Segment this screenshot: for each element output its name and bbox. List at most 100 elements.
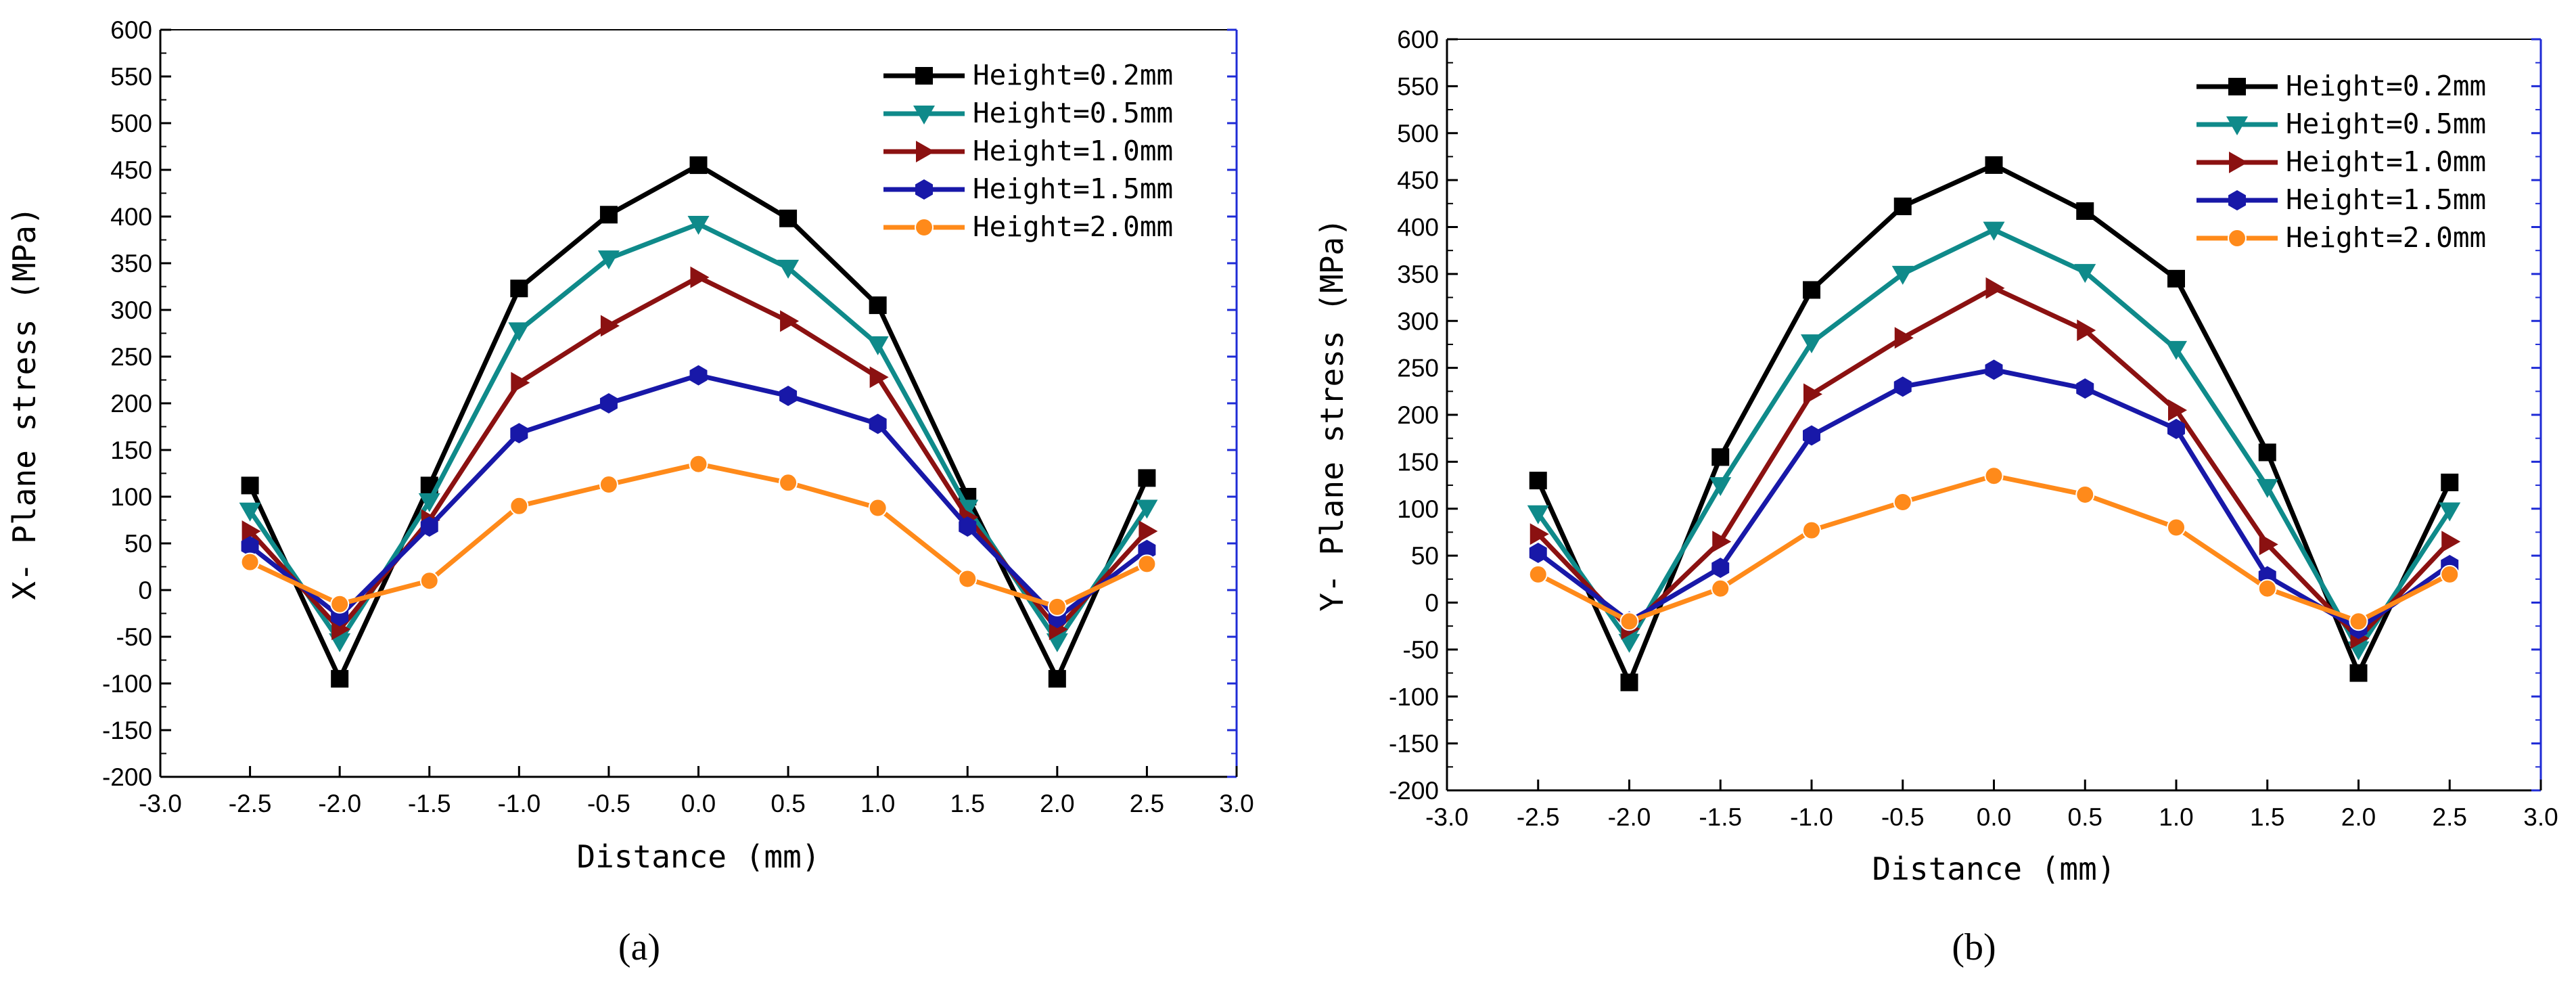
data-point	[1619, 612, 1639, 631]
data-point	[508, 322, 530, 342]
data-point	[2258, 443, 2276, 462]
x-tick-label: 1.0	[860, 790, 895, 817]
data-point	[2165, 340, 2187, 360]
data-point	[331, 670, 349, 688]
data-point	[1985, 156, 2003, 174]
x-tick-label: -1.5	[408, 790, 451, 817]
data-point	[420, 516, 438, 537]
x-tick-label: -3.0	[1425, 803, 1469, 831]
y-tick-label: 200	[110, 390, 152, 418]
data-point	[1712, 531, 1732, 553]
data-point	[1530, 523, 1549, 545]
y-tick-label: 550	[110, 63, 152, 91]
x-tick-label: -2.0	[1608, 803, 1651, 831]
x-tick-label: 0.0	[681, 790, 716, 817]
data-point	[2441, 473, 2459, 491]
data-point	[868, 498, 888, 518]
y-tick-label: 250	[110, 343, 152, 371]
x-tick-label: 3.0	[2523, 803, 2558, 831]
data-point	[689, 454, 708, 474]
x-tick-label: -2.5	[229, 790, 272, 817]
legend-marker	[915, 67, 933, 85]
panel-caption: (a)	[618, 926, 660, 968]
y-tick-label: 50	[1411, 542, 1439, 570]
data-point	[597, 250, 620, 270]
data-point	[2440, 564, 2460, 584]
y-tick-label: 50	[124, 530, 152, 558]
x-tick-label: 0.5	[770, 790, 805, 817]
x-tick-label: -2.5	[1517, 803, 1560, 831]
y-tick-label: 100	[110, 483, 152, 511]
y-tick-label: -100	[1389, 683, 1439, 711]
legend: Height=0.2mm Height=0.5mm Height=1.0mm Heig…	[883, 59, 1173, 243]
legend-label: Height=1.0mm	[2286, 145, 2486, 178]
legend-label: Height=1.5mm	[2286, 183, 2486, 216]
data-point	[2077, 319, 2096, 342]
y-tick-label: -50	[116, 623, 152, 651]
y-tick-label: 300	[1397, 307, 1439, 335]
data-point	[2167, 269, 2185, 288]
data-point	[1711, 558, 1730, 579]
data-point	[1893, 376, 1912, 397]
data-point	[2257, 579, 2277, 598]
y-tick-label: -150	[1389, 730, 1439, 758]
legend: Height=0.2mm Height=0.5mm Height=1.0mm Heig…	[2196, 70, 2486, 254]
data-point	[958, 569, 978, 589]
data-point	[509, 496, 529, 516]
x-tick-label: -1.5	[1699, 803, 1742, 831]
data-point	[1984, 466, 2004, 486]
data-point	[1528, 564, 1548, 584]
data-point	[2439, 502, 2461, 522]
data-point	[1136, 499, 1158, 519]
data-point	[1803, 383, 1822, 405]
data-point	[241, 536, 259, 557]
data-point	[2167, 418, 2185, 439]
y-axis-title: X- Plane stress (MPa)	[6, 206, 43, 600]
data-point	[869, 296, 887, 315]
legend-label: Height=0.5mm	[973, 97, 1173, 129]
x-tick-label: -1.0	[1790, 803, 1833, 831]
legend-label: Height=2.0mm	[2286, 221, 2486, 254]
y-axis-title: Y- Plane stress (MPa)	[1314, 218, 1350, 612]
y-tick-label: 400	[1397, 214, 1439, 242]
data-point	[1527, 505, 1549, 524]
data-point	[1891, 265, 1914, 285]
data-point	[330, 594, 350, 614]
y-tick-label: 550	[1397, 72, 1439, 100]
legend-label: Height=0.5mm	[2286, 108, 2486, 140]
data-point	[1138, 539, 1156, 560]
data-point	[1138, 469, 1156, 487]
y-tick-label: 450	[1397, 166, 1439, 194]
legend-marker	[2228, 229, 2247, 248]
y-tick-label: -200	[1389, 777, 1439, 805]
x-axis-title: Distance (mm)	[1872, 851, 2115, 887]
y-tick-label: 600	[110, 16, 152, 44]
y-tick-label: 500	[1397, 120, 1439, 148]
data-point	[1893, 493, 1912, 512]
data-point	[2076, 378, 2094, 399]
y-tick-label: 200	[1397, 401, 1439, 429]
y-tick-label: -100	[102, 670, 152, 698]
data-point	[689, 156, 708, 175]
y-tick-label: 350	[110, 250, 152, 277]
data-point	[2259, 533, 2278, 556]
legend-marker	[915, 179, 933, 200]
data-point	[600, 315, 620, 337]
legend-marker	[916, 141, 935, 162]
legend-marker	[2228, 190, 2246, 210]
x-tick-label: 2.0	[1040, 790, 1074, 817]
legend-marker	[913, 106, 935, 125]
x-tick-label: 0.5	[2068, 803, 2102, 831]
data-point	[1983, 221, 2005, 241]
data-point	[1985, 277, 2005, 299]
data-point	[1048, 670, 1066, 688]
data-point	[779, 385, 798, 406]
data-point	[419, 571, 439, 591]
data-point	[241, 476, 259, 495]
data-point	[2256, 478, 2278, 498]
data-point	[1138, 520, 1158, 543]
y-tick-label: 400	[110, 203, 152, 231]
x-tick-label: 1.0	[2159, 803, 2193, 831]
x-tick-label: -1.0	[497, 790, 540, 817]
data-point	[687, 216, 710, 235]
